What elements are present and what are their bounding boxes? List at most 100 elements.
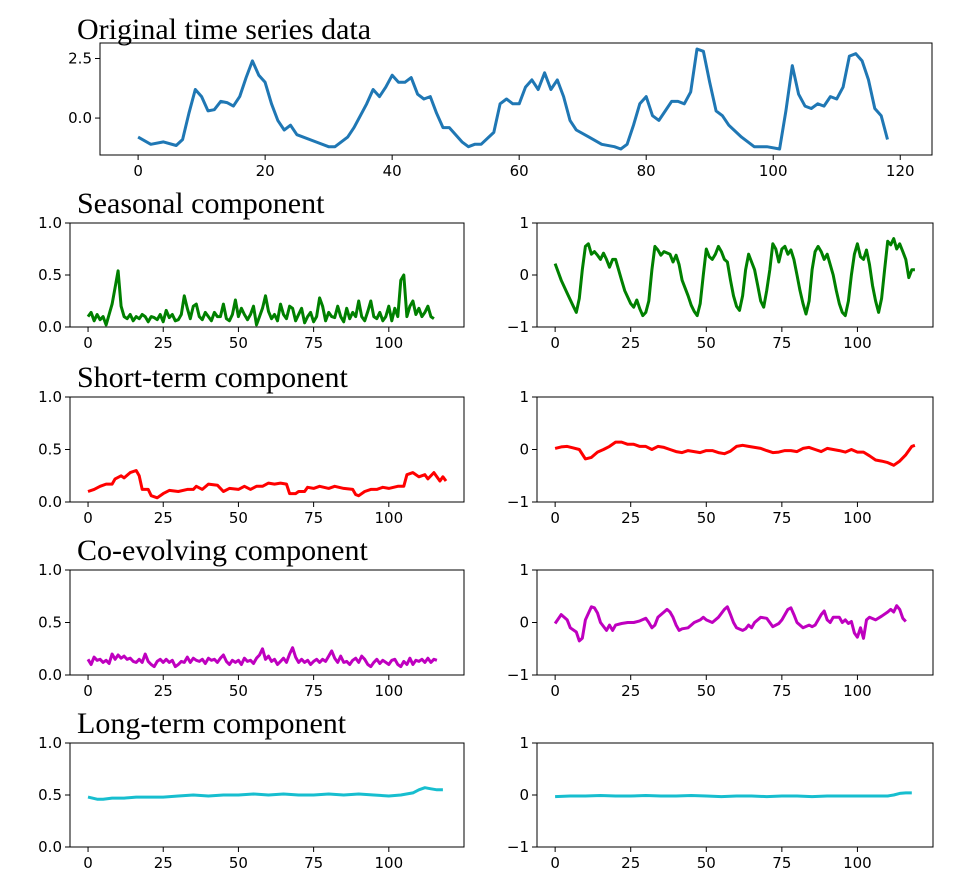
y-tick-label: 1 [519,214,529,232]
x-tick-label: 75 [304,682,323,700]
x-tick-label: 0 [550,509,560,527]
series-line-original [137,47,889,151]
x-tick-label: 50 [229,682,248,700]
x-tick-label: 25 [154,682,173,700]
x-tick-label: 100 [374,334,403,352]
y-tick-label: 1 [519,734,529,752]
series-line-coevolving_right [553,604,907,643]
y-tick-label: 0.0 [38,666,62,684]
x-tick-label: 100 [374,509,403,527]
x-tick-label: 50 [229,509,248,527]
y-tick-label: 0.5 [38,441,62,459]
x-tick-label: 25 [621,509,640,527]
x-tick-label: 100 [759,162,788,180]
axes-long_term_left: 0 25 50 75 100 0.0 0.5 1.0 [38,734,465,872]
series-line-long_term_right [555,791,912,799]
axes-seasonal_left: 0 25 50 75 100 0.0 0.5 1.0 [38,214,465,352]
x-tick-label: 0 [83,334,93,352]
y-tick-label: 1 [519,388,529,406]
y-tick-label: 1.0 [38,214,62,232]
y-tick-label: 0.0 [38,838,62,856]
y-tick-label: −1 [507,838,529,856]
x-tick-label: 60 [510,162,529,180]
x-tick-label: 75 [772,334,791,352]
y-tick-label: 1.0 [38,388,62,406]
x-tick-label: 120 [886,162,915,180]
panel-title-long-term: Long-term component [77,707,347,740]
x-tick-label: 75 [304,854,323,872]
x-tick-label: 0 [83,854,93,872]
x-tick-label: 0 [83,682,93,700]
x-tick-label: 0 [550,682,560,700]
series-line-short_term_left [87,469,448,500]
axes-short_term_left: 0 25 50 75 100 0.0 0.5 1.0 [38,388,465,527]
x-tick-label: 100 [843,334,872,352]
y-tick-label: 1.0 [38,734,62,752]
x-tick-label: 50 [697,682,716,700]
x-tick-label: 25 [621,334,640,352]
x-tick-label: 0 [133,162,143,180]
series-line-seasonal_right [553,237,915,318]
y-tick-label: 0 [519,266,529,284]
x-tick-label: 100 [843,854,872,872]
y-tick-label: 0.0 [38,493,62,511]
y-tick-label: −1 [507,493,529,511]
y-tick-label: 0 [519,786,529,804]
x-tick-label: 25 [154,509,173,527]
x-tick-label: 50 [697,854,716,872]
x-tick-label: 0 [550,854,560,872]
x-tick-label: 75 [304,334,323,352]
axes-short_term_right: 0 25 50 75 100 −1 0 1 [507,388,934,527]
x-tick-label: 0 [550,334,560,352]
panel-title-short-term: Short-term component [77,361,348,394]
y-tick-label: 0.5 [38,614,62,632]
axes-long_term_right: 0 25 50 75 100 −1 0 1 [507,734,934,872]
x-tick-label: 75 [772,509,791,527]
x-tick-label: 40 [383,162,402,180]
x-tick-label: 100 [843,682,872,700]
y-tick-label: 0.5 [38,786,62,804]
x-tick-label: 75 [772,854,791,872]
series-line-coevolving_left [86,646,438,669]
axes-frame-short_term_right [536,396,934,503]
y-tick-label: 0 [519,614,529,632]
axes-original: 0 20 40 60 80 100 120 0.0 2.5 [68,42,933,180]
x-tick-label: 100 [374,854,403,872]
axes-seasonal_right: 0 25 50 75 100 −1 0 1 [507,214,934,352]
y-tick-label: 0.0 [38,318,62,336]
x-tick-label: 100 [374,682,403,700]
panel-title-seasonal: Seasonal component [77,187,325,220]
x-tick-label: 0 [83,509,93,527]
series-line-long_term_left [87,786,443,801]
x-tick-label: 25 [621,682,640,700]
x-tick-label: 50 [229,854,248,872]
y-tick-label: 0.5 [38,266,62,284]
x-tick-label: 75 [304,509,323,527]
y-tick-label: −1 [507,318,529,336]
y-tick-label: 1.0 [38,561,62,579]
axes-frame-original [99,42,933,156]
series-line-seasonal_left [86,269,435,327]
axes-coevolving_right: 0 25 50 75 100 −1 0 1 [507,561,934,700]
axes-coevolving_left: 0 25 50 75 100 0.0 0.5 1.0 [38,561,465,700]
x-tick-label: 25 [154,854,173,872]
x-tick-label: 80 [637,162,656,180]
y-tick-label: 1 [519,561,529,579]
y-tick-label: 0.0 [68,109,92,127]
panel-title-coevolving: Co-evolving component [77,534,368,567]
x-tick-label: 25 [154,334,173,352]
x-tick-label: 50 [229,334,248,352]
y-tick-label: −1 [507,666,529,684]
x-tick-label: 75 [772,682,791,700]
y-tick-label: 2.5 [68,49,92,67]
x-tick-label: 20 [256,162,275,180]
panel-title-original: Original time series data [77,13,371,46]
x-tick-label: 100 [843,509,872,527]
x-tick-label: 50 [697,509,716,527]
x-tick-label: 50 [697,334,716,352]
x-tick-label: 25 [621,854,640,872]
series-line-short_term_right [554,440,916,467]
axes-frame-seasonal_right [536,222,934,328]
